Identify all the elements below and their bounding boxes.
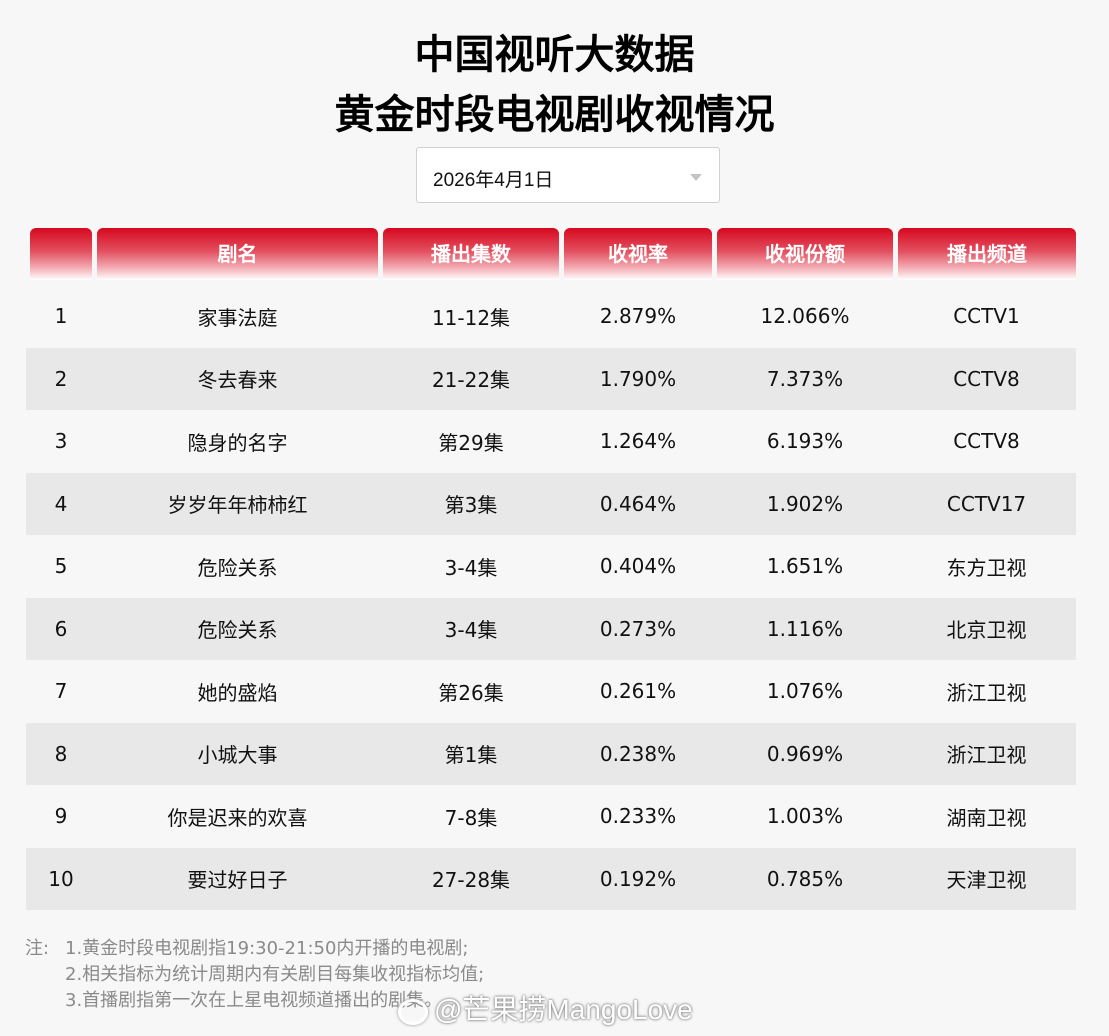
- note-line: 1.黄金时段电视剧指19:30-21:50内开播的电视剧;: [65, 938, 469, 959]
- rank-cell: 2: [54, 366, 68, 391]
- share-cell: 6.193%: [766, 429, 844, 454]
- channel-cell: 东方卫视: [946, 555, 1027, 580]
- share-cell: 1.902%: [766, 491, 844, 516]
- channel-cell: 浙江卫视: [946, 743, 1027, 768]
- episodes-cell: 第26集: [438, 680, 504, 705]
- column-header-share: 收视份额: [717, 228, 893, 280]
- table-row: 5 危险关系 3-4集 0.404% 1.651% 东方卫视: [26, 535, 1076, 598]
- title-cell: 隐身的名字: [187, 430, 288, 455]
- episodes-cell: 3-4集: [444, 555, 498, 580]
- rank-cell: 6: [54, 616, 68, 641]
- share-cell: 0.785%: [766, 866, 844, 891]
- title-cell: 小城大事: [197, 743, 278, 768]
- rating-cell: 0.238%: [599, 741, 677, 766]
- rank-cell: 9: [54, 804, 68, 829]
- episodes-cell: 21-22集: [431, 368, 511, 393]
- title-cell: 要过好日子: [187, 868, 288, 893]
- share-cell: 1.116%: [766, 616, 844, 641]
- episodes-cell: 3-4集: [444, 618, 498, 643]
- channel-cell: CCTV8: [953, 429, 1020, 454]
- table-row: 6 危险关系 3-4集 0.273% 1.116% 北京卫视: [26, 597, 1076, 660]
- rating-cell: 0.273%: [599, 616, 677, 641]
- channel-cell: CCTV8: [953, 366, 1020, 391]
- title-cell: 你是迟来的欢喜: [167, 805, 308, 830]
- episodes-cell: 第29集: [438, 430, 504, 455]
- rank-cell: 4: [54, 491, 68, 516]
- channel-cell: 浙江卫视: [946, 680, 1027, 705]
- rating-cell: 1.264%: [599, 429, 677, 454]
- date-dropdown[interactable]: 2026年4月1日: [416, 147, 720, 203]
- table-row: 3 隐身的名字 第29集 1.264% 6.193% CCTV8: [26, 410, 1076, 473]
- watermark-text: @芒果捞MangoLove: [434, 994, 693, 1025]
- rating-cell: 0.233%: [599, 804, 677, 829]
- share-cell: 1.003%: [766, 804, 844, 829]
- episodes-cell: 11-12集: [431, 305, 511, 330]
- table-header: 剧名 播出集数 收视率 收视份额 播出频道: [0, 228, 1109, 280]
- note-line: 2.相关指标为统计周期内有关剧目每集收视指标均值;: [65, 964, 485, 985]
- channel-cell: 北京卫视: [946, 618, 1027, 643]
- watermark: @芒果捞MangoLove: [398, 988, 693, 1028]
- title-cell: 岁岁年年柿柿红: [167, 493, 308, 518]
- rank-cell: 3: [54, 429, 68, 454]
- rating-cell: 0.192%: [599, 866, 677, 891]
- title-cell: 她的盛焰: [197, 680, 278, 705]
- column-header-episodes: 播出集数: [383, 228, 559, 280]
- channel-cell: 湖南卫视: [946, 805, 1027, 830]
- table-row: 10 要过好日子 27-28集 0.192% 0.785% 天津卫视: [26, 847, 1076, 910]
- table-row: 2 冬去春来 21-22集 1.790% 7.373% CCTV8: [26, 347, 1076, 410]
- share-cell: 0.969%: [766, 741, 844, 766]
- rating-cell: 2.879%: [599, 304, 677, 329]
- rank-cell: 8: [54, 741, 68, 766]
- rating-cell: 0.261%: [599, 679, 677, 704]
- title-cell: 冬去春来: [197, 368, 278, 393]
- episodes-cell: 第3集: [444, 493, 498, 518]
- table-row: 7 她的盛焰 第26集 0.261% 1.076% 浙江卫视: [26, 660, 1076, 723]
- ratings-table-body: 1 家事法庭 11-12集 2.879% 12.066% CCTV1 2 冬去春…: [26, 285, 1076, 910]
- episodes-cell: 第1集: [444, 743, 498, 768]
- rank-cell: 5: [54, 554, 68, 579]
- channel-cell: CCTV17: [946, 491, 1027, 516]
- rank-cell: 7: [54, 679, 68, 704]
- table-row: 4 岁岁年年柿柿红 第3集 0.464% 1.902% CCTV17: [26, 472, 1076, 535]
- page-title-line2: 黄金时段电视剧收视情况: [334, 92, 775, 138]
- title-cell: 危险关系: [197, 555, 278, 580]
- episodes-cell: 27-28集: [431, 868, 511, 893]
- table-row: 8 小城大事 第1集 0.238% 0.969% 浙江卫视: [26, 722, 1076, 785]
- share-cell: 12.066%: [760, 304, 850, 329]
- table-row: 1 家事法庭 11-12集 2.879% 12.066% CCTV1: [26, 285, 1076, 348]
- rank-cell: 10: [48, 866, 74, 891]
- note-line: 3.首播剧指第一次在上星电视频道播出的剧集。: [65, 990, 443, 1011]
- rating-cell: 0.464%: [599, 491, 677, 516]
- date-dropdown-value: 2026年4月1日: [433, 170, 554, 191]
- episodes-cell: 7-8集: [444, 805, 498, 830]
- title-cell: 危险关系: [197, 618, 278, 643]
- column-header-rating: 收视率: [564, 228, 712, 280]
- channel-cell: CCTV1: [953, 304, 1020, 329]
- column-header-title: 剧名: [97, 228, 378, 280]
- share-cell: 7.373%: [766, 366, 844, 391]
- channel-cell: 天津卫视: [946, 868, 1027, 893]
- rank-cell: 1: [54, 304, 68, 329]
- share-cell: 1.076%: [766, 679, 844, 704]
- rating-cell: 0.404%: [599, 554, 677, 579]
- weibo-logo-icon: [398, 998, 428, 1025]
- column-header-channel: 播出频道: [898, 228, 1076, 280]
- title-cell: 家事法庭: [197, 305, 278, 330]
- page-title-line1: 中国视听大数据: [414, 32, 695, 78]
- footnotes: 注: 1.黄金时段电视剧指19:30-21:50内开播的电视剧; 2.相关指标为…: [25, 936, 484, 1014]
- column-header-rank: [30, 228, 92, 280]
- chevron-down-icon[interactable]: [690, 174, 702, 181]
- notes-label: 注:: [25, 938, 50, 959]
- rating-cell: 1.790%: [599, 366, 677, 391]
- share-cell: 1.651%: [766, 554, 844, 579]
- table-row: 9 你是迟来的欢喜 7-8集 0.233% 1.003% 湖南卫视: [26, 785, 1076, 848]
